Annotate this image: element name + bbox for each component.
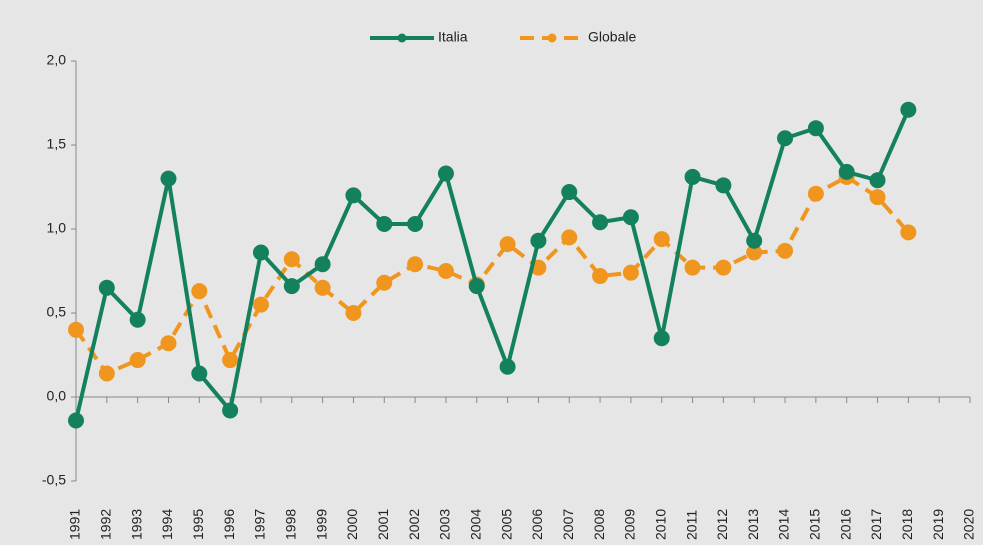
series-marker [437, 165, 454, 182]
series-marker [869, 172, 886, 189]
series-marker [68, 321, 84, 338]
x-tick-label: 2013 [745, 509, 761, 540]
series-marker [653, 330, 670, 347]
series-marker [777, 130, 794, 147]
series-marker [622, 209, 639, 226]
series-marker [869, 189, 886, 206]
series-marker [98, 365, 115, 382]
series-marker [838, 163, 855, 180]
legend-label: Globale [588, 29, 636, 45]
series-marker [283, 251, 300, 268]
legend-label: Italia [438, 29, 468, 45]
series-line [74, 108, 911, 421]
series-marker [191, 365, 208, 382]
x-tick-label: 1996 [221, 509, 237, 540]
series-marker [407, 256, 424, 273]
series-marker [283, 278, 300, 295]
y-tick-label: 1,5 [47, 136, 67, 152]
series-marker [746, 244, 763, 261]
x-tick-label: 2002 [406, 509, 422, 540]
x-tick-label: 1998 [282, 509, 298, 540]
x-tick-label: 2016 [837, 509, 853, 540]
series-marker [160, 170, 177, 187]
series-marker [437, 263, 454, 279]
x-tick-label: 2020 [961, 509, 977, 540]
series-marker [684, 168, 701, 185]
series-marker [252, 244, 269, 261]
x-tick-label: 1992 [98, 509, 114, 540]
x-tick-label: 2008 [591, 509, 607, 540]
series-line [74, 174, 910, 376]
y-tick-label: 2,0 [47, 52, 67, 68]
series-marker [376, 274, 393, 291]
y-tick-label: -0,5 [42, 472, 66, 488]
x-tick-label: 1994 [159, 509, 175, 540]
y-tick-label: 0,0 [47, 388, 67, 404]
y-tick-label: 0,5 [47, 304, 67, 320]
x-tick-label: 1999 [313, 509, 329, 540]
series-marker [622, 264, 639, 281]
series-marker [376, 215, 393, 232]
series-marker [499, 236, 516, 253]
series-marker [746, 232, 763, 249]
x-tick-label: 1995 [190, 509, 206, 540]
series-marker [777, 242, 794, 259]
x-tick-label: 2019 [930, 509, 946, 540]
series-marker [129, 311, 146, 328]
series-marker [345, 187, 362, 204]
series-marker [561, 229, 578, 246]
series-marker [314, 279, 331, 296]
x-tick-label: 2007 [560, 509, 576, 540]
series-marker [160, 335, 177, 352]
series-marker [98, 279, 115, 296]
x-tick-label: 2009 [622, 509, 638, 540]
series-marker [222, 352, 239, 369]
series-marker [900, 224, 917, 241]
x-tick-label: 2018 [899, 509, 915, 540]
series-marker [715, 177, 732, 194]
series-marker [468, 278, 485, 295]
series-marker [222, 402, 239, 419]
series-marker [807, 185, 824, 202]
series-marker [715, 259, 732, 276]
x-tick-label: 2001 [375, 509, 391, 540]
x-tick-label: 2015 [807, 509, 823, 540]
series-marker [592, 268, 609, 285]
x-tick-label: 2017 [868, 509, 884, 540]
x-tick-label: 2006 [529, 509, 545, 540]
series-marker [314, 256, 331, 273]
series-marker [807, 120, 824, 137]
series-marker [530, 232, 547, 249]
legend-marker [397, 33, 407, 43]
series-marker [345, 305, 362, 321]
series-marker [252, 296, 269, 313]
series-marker [592, 214, 609, 231]
x-tick-label: 2000 [344, 509, 360, 540]
x-tick-label: 2005 [498, 509, 514, 540]
x-tick-label: 2012 [714, 509, 730, 540]
series-marker [407, 215, 424, 232]
series-marker [561, 184, 578, 201]
series-marker [129, 352, 146, 369]
x-tick-label: 2011 [683, 510, 699, 540]
series-marker [191, 283, 208, 300]
x-tick-label: 2004 [467, 509, 483, 540]
series-marker [900, 101, 917, 118]
x-tick-label: 1991 [67, 509, 83, 540]
x-tick-label: 1993 [128, 509, 144, 540]
series-marker [684, 259, 701, 276]
x-tick-label: 1997 [252, 509, 268, 540]
x-tick-label: 2010 [652, 509, 668, 540]
series-marker [499, 358, 516, 375]
x-tick-label: 2003 [437, 509, 453, 540]
series-marker [68, 412, 84, 429]
series-marker [653, 231, 670, 248]
y-tick-label: 1,0 [47, 220, 67, 236]
x-tick-label: 2014 [776, 509, 792, 540]
legend-marker [547, 33, 557, 43]
